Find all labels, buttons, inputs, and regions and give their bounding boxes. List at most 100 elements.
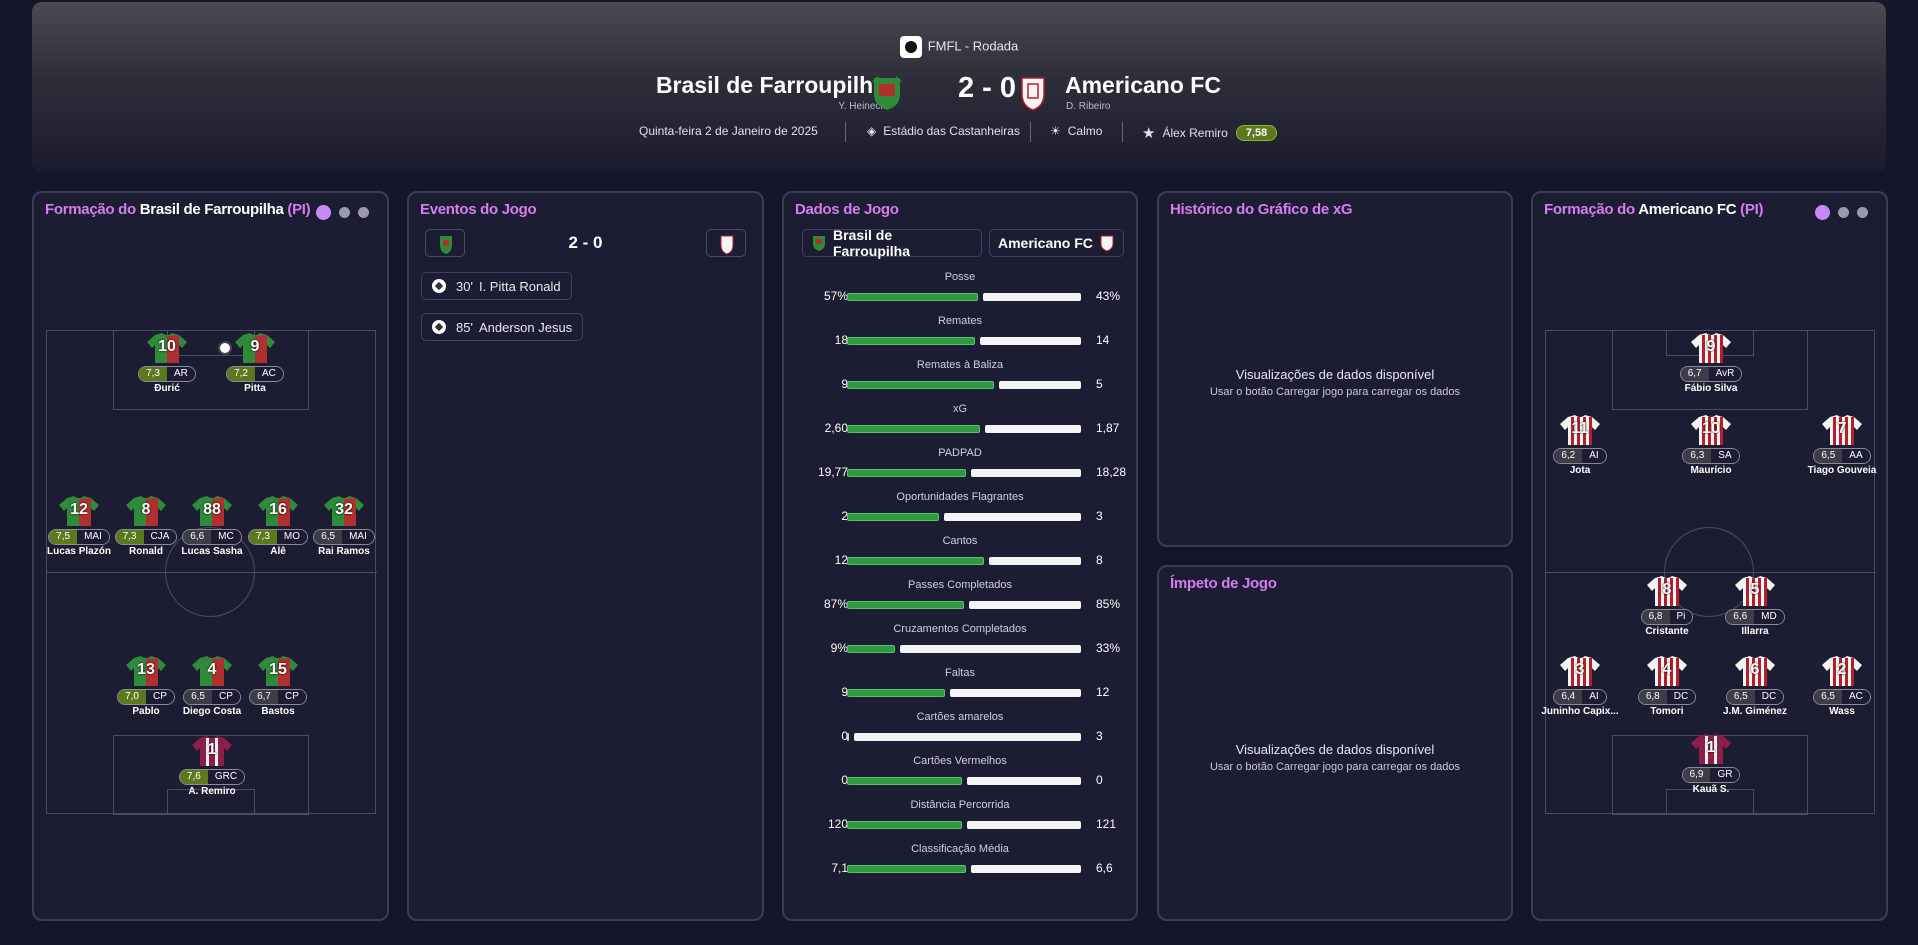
player-rating: 7,0 — [118, 689, 146, 704]
stat-away-value: 8 — [1096, 553, 1103, 567]
player-rating-chip: 6,5 DC — [1725, 688, 1785, 705]
player-position: GR — [1710, 767, 1740, 782]
view-dot-3[interactable] — [358, 207, 369, 218]
stat-away-value: 18,28 — [1096, 465, 1127, 479]
goal-icon — [432, 279, 446, 293]
stat-home-value: 0 — [841, 773, 848, 787]
sun-icon: ☀ — [1050, 124, 1061, 138]
view-dot-1[interactable] — [316, 205, 331, 220]
stat-home-value: 2,60 — [824, 421, 848, 435]
stat-label: Oportunidades Flagrantes — [896, 491, 1024, 503]
player-rating-chip: 6,8 DC — [1637, 688, 1697, 705]
player-card[interactable]: 5 6,6 MD Illarra — [1710, 576, 1800, 637]
view-dot-1[interactable] — [1815, 205, 1830, 220]
player-position: AvR — [1708, 366, 1742, 381]
player-shirt-icon: 88 — [192, 496, 232, 526]
player-card[interactable]: 9 7,2 AC Pitta — [210, 333, 300, 394]
player-rating: 6,8 — [1641, 609, 1670, 624]
player-card[interactable]: 2 6,5 AC Wass — [1797, 656, 1887, 717]
player-rating: 6,8 — [1638, 689, 1667, 704]
player-card[interactable]: 1 7,6 GRC Á. Remiro — [167, 736, 257, 797]
player-card[interactable]: 10 7,3 AR Đurić — [122, 333, 212, 394]
stat-away-bar — [967, 777, 1081, 785]
view-toggle[interactable] — [316, 205, 369, 220]
motm-name[interactable]: Álex Remiro — [1162, 126, 1228, 140]
stat-home-value: 0 — [841, 729, 848, 743]
player-shirt-icon: 15 — [258, 656, 298, 686]
goal-icon — [432, 320, 446, 334]
player-card[interactable]: 7 6,5 AA Tiago Gouveia — [1797, 415, 1887, 476]
player-card[interactable]: 11 6,2 AI Jota — [1535, 415, 1625, 476]
player-card[interactable]: 15 6,7 CP Bastos — [233, 656, 323, 717]
player-rating-chip: 7,2 AC — [226, 365, 284, 382]
ball-icon — [218, 341, 232, 355]
momentum-empty-message: Visualizações de dados disponível — [1235, 742, 1435, 757]
player-position: CP — [278, 689, 306, 704]
divider — [845, 122, 846, 142]
player-position: MD — [1754, 609, 1784, 624]
player-card[interactable]: 6 6,5 DC J.M. Giménez — [1710, 656, 1800, 717]
player-card[interactable]: 4 6,8 DC Tomori — [1622, 656, 1712, 717]
stat-away-value: 33% — [1096, 641, 1121, 655]
player-card[interactable]: 8 7,3 CJA Ronald — [101, 496, 191, 557]
player-number: 88 — [203, 501, 221, 518]
player-name: Cristante — [1645, 625, 1689, 637]
stat-home-bar — [847, 513, 939, 521]
player-shirt-icon: 4 — [1647, 656, 1687, 686]
player-card[interactable]: 32 6,5 MAI Rai Ramos — [299, 496, 389, 557]
player-rating: 7,3 — [115, 529, 144, 544]
competition-logo-icon — [899, 36, 922, 58]
stat-away-bar — [983, 293, 1081, 301]
stat-home-value: 7,1 — [831, 861, 848, 875]
home-team-name[interactable]: Brasil de Farroupilha — [655, 72, 886, 98]
divider — [1122, 122, 1123, 142]
player-number: 13 — [137, 661, 155, 678]
center-circle — [165, 527, 255, 617]
view-dot-3[interactable] — [1857, 207, 1868, 218]
stat-away-value: 121 — [1096, 817, 1117, 831]
event-item[interactable]: 30' I. Pitta Ronald — [421, 272, 572, 300]
player-card[interactable]: 13 7,0 CP Pablo — [101, 656, 191, 717]
player-card[interactable]: 8 6,8 Pi Cristante — [1622, 576, 1712, 637]
event-text: Anderson Jesus — [478, 319, 573, 335]
event-item[interactable]: 85' Anderson Jesus — [421, 313, 584, 341]
player-position: SA — [1711, 448, 1739, 463]
player-card[interactable]: 4 6,5 CP Diego Costa — [167, 656, 257, 717]
player-number: 10 — [1702, 420, 1720, 437]
stats-home-tab[interactable]: Brasil de Farroupilha — [802, 227, 982, 259]
player-card[interactable]: 16 7,3 MO Alê — [233, 496, 323, 557]
player-shirt-icon: 9 — [235, 333, 275, 363]
player-card[interactable]: 10 6,3 SA Maurício — [1666, 415, 1756, 476]
stats-away-tab[interactable]: Americano FC — [989, 229, 1124, 257]
momentum-empty-sub: Usar o botão Carregar jogo para carregar… — [1209, 761, 1461, 773]
player-rating-chip: 6,7 AvR — [1679, 365, 1743, 382]
player-position: MO — [276, 529, 307, 544]
player-card[interactable]: 9 6,7 AvR Fábio Silva — [1666, 333, 1756, 394]
stat-away-bar — [854, 733, 1081, 741]
player-position: DC — [1666, 689, 1696, 704]
home-crest-icon — [872, 76, 902, 110]
away-team-name[interactable]: Americano FC — [1065, 72, 1221, 98]
player-rating: 7,2 — [227, 366, 255, 381]
player-rating-chip: 7,6 GRC — [178, 768, 246, 785]
home-lineup-title: Formação do Brasil de Farroupilha (PI) — [45, 201, 311, 218]
event-text: I. Pitta Ronald — [478, 278, 561, 294]
player-card[interactable]: 1 6,9 GR Kauã S. — [1666, 734, 1756, 795]
player-shirt-icon: 1 — [192, 736, 232, 766]
view-dot-2[interactable] — [339, 207, 350, 218]
stadium-name: Estádio das Castanheiras — [883, 124, 1020, 138]
player-card[interactable]: 3 6,4 AI Juninho Capix... — [1535, 656, 1625, 717]
player-number: 4 — [207, 661, 217, 678]
player-rating: 6,3 — [1683, 448, 1712, 463]
player-card[interactable]: 12 7,5 MAI Lucas Plazón — [34, 496, 124, 557]
stat-label: Remates — [937, 315, 983, 327]
view-toggle[interactable] — [1815, 205, 1868, 220]
view-dot-2[interactable] — [1838, 207, 1849, 218]
motm-rating: 7,58 — [1235, 125, 1278, 141]
stat-away-bar — [980, 337, 1081, 345]
player-name: Tomori — [1650, 705, 1684, 717]
player-card[interactable]: 88 6,6 MC Lucas Sasha — [167, 496, 257, 557]
player-shirt-icon: 13 — [126, 656, 166, 686]
stadium-row: ◈ Estádio das Castanheiras — [867, 124, 1020, 138]
events-title: Eventos do Jogo — [420, 201, 537, 218]
